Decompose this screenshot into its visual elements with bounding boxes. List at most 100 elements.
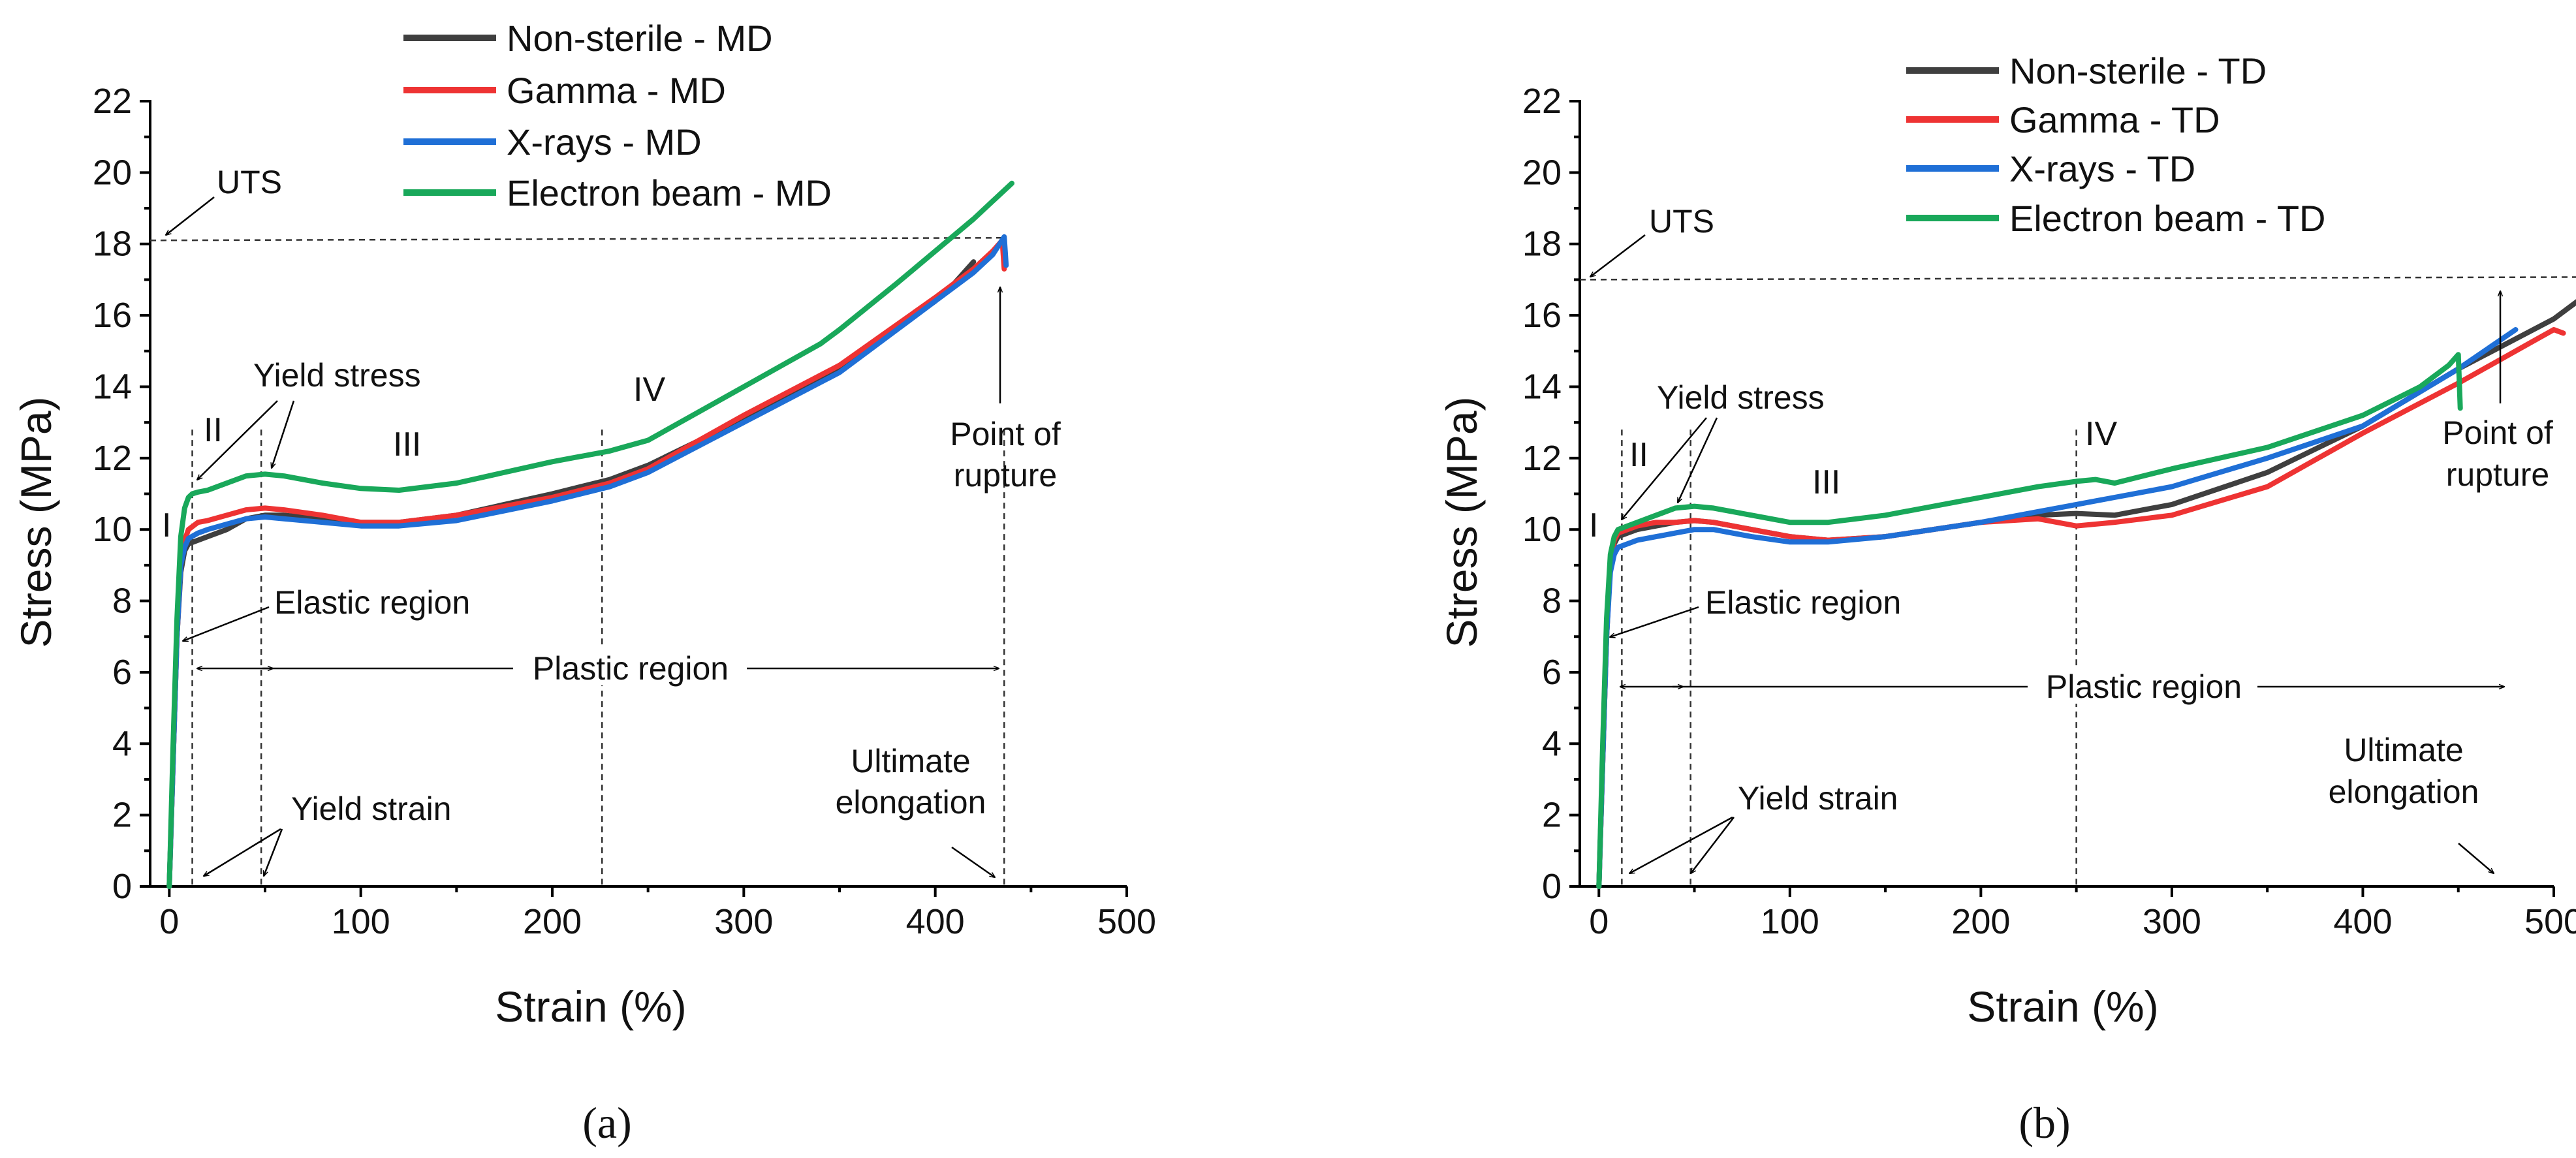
- legend-item-ebeam-td: Electron beam - TD: [1906, 198, 2325, 239]
- panel-b: 0 2 4 6 8 10 12 14 16 18 20 22 0 100 200 300 400 500 Stre…: [1437, 50, 2576, 1148]
- x-tick-label: 0: [159, 902, 179, 941]
- y-tick-label: 4: [112, 724, 132, 763]
- y-tick-label: 10: [1522, 510, 1562, 549]
- region-i-label: I: [162, 507, 171, 544]
- x-tick-label: 200: [523, 902, 582, 941]
- y-tick-label: 0: [1542, 867, 1562, 906]
- y-tick-label: 18: [93, 225, 132, 264]
- panel-b-annotations: UTS Yield stress Elastic region Plastic …: [1589, 203, 2553, 873]
- panel-a: 0 2 4 6 8 10 12 14 16 18 20 22 0 100 200 300 400 500 Stre…: [12, 18, 1156, 1148]
- legend-label-xrays: X-rays - TD: [2009, 148, 2195, 189]
- yield-stress-arrow-1: [197, 400, 278, 480]
- y-tick-label: 20: [1522, 153, 1562, 192]
- ultimate-elongation-label-1: Ultimate: [2344, 732, 2463, 768]
- yield-stress-label: Yield stress: [253, 357, 421, 394]
- series-line-gamma: [166, 238, 1007, 889]
- elastic-region-arrow: [1610, 606, 1699, 637]
- yield-stress-arrow-2: [272, 400, 295, 468]
- panel-b-label: (b): [2018, 1098, 2070, 1148]
- series-line-ebeam: [1596, 352, 2463, 889]
- x-tick-label: 500: [1097, 902, 1156, 941]
- x-tick-label: 100: [332, 902, 390, 941]
- y-tick-label: 22: [93, 82, 132, 121]
- legend-item-xrays-td: X-rays - TD: [1906, 148, 2195, 189]
- y-tick-label: 10: [93, 510, 132, 549]
- region-iv-label: IV: [2085, 415, 2117, 453]
- series-line-xrays: [1596, 327, 2519, 889]
- point-of-rupture-label-2: rupture: [2446, 456, 2549, 493]
- yield-stress-arrow-1: [1622, 417, 1707, 520]
- uts-label: UTS: [217, 164, 282, 200]
- panel-a-legend: Non-sterile - MD Gamma - MD X-rays - MD …: [403, 18, 832, 213]
- x-tick-label: 100: [1761, 902, 1819, 941]
- panel-a-guides: [149, 237, 1005, 886]
- y-tick-label: 20: [93, 153, 132, 192]
- region-iii-label: III: [1812, 463, 1840, 501]
- plastic-region-bg: [2030, 667, 2255, 704]
- ultimate-elongation-label-2: elongation: [2329, 774, 2479, 810]
- x-tick-label: 0: [1589, 902, 1609, 941]
- region-i-label: I: [1589, 507, 1598, 544]
- panel-b-legend: Non-sterile - TD Gamma - TD X-rays - TD …: [1906, 50, 2325, 239]
- legend-label-gamma: Gamma - MD: [507, 70, 726, 111]
- y-tick-label: 4: [1542, 724, 1562, 763]
- x-tick-label: 300: [714, 902, 773, 941]
- x-tick-label: 300: [2143, 902, 2201, 941]
- y-tick-label: 8: [1542, 582, 1562, 621]
- x-tick-label: 400: [906, 902, 965, 941]
- plastic-region-label: Plastic region: [2046, 668, 2242, 705]
- panel-b-axes: 0 2 4 6 8 10 12 14 16 18 20 22 0 100 200 300 400 500: [1522, 82, 2576, 941]
- elastic-region-arrow: [183, 606, 270, 642]
- plastic-region-label: Plastic region: [533, 650, 729, 687]
- uts-arrow: [166, 196, 215, 235]
- x-tick-label: 400: [2333, 902, 2392, 941]
- uts-guide: [1579, 276, 2576, 281]
- y-tick-label: 16: [93, 296, 132, 335]
- panel-b-plot: [1596, 299, 2576, 889]
- panel-a-y-axis-label: Stress (MPa): [12, 396, 60, 648]
- y-tick-label: 8: [112, 582, 132, 621]
- panel-b-x-axis-label: Strain (%): [1967, 982, 2158, 1031]
- y-tick-label: 16: [1522, 296, 1562, 335]
- point-of-rupture-label-1: Point of: [950, 416, 1061, 452]
- legend-label-non-sterile: Non-sterile - TD: [2009, 50, 2267, 91]
- legend-item-ebeam-md: Electron beam - MD: [403, 172, 832, 213]
- yield-stress-label: Yield stress: [1657, 379, 1825, 416]
- panel-a-label: (a): [582, 1098, 631, 1148]
- yield-strain-label: Yield strain: [291, 790, 451, 827]
- legend-label-xrays: X-rays - MD: [507, 121, 702, 163]
- legend-label-ebeam: Electron beam - MD: [507, 172, 832, 213]
- region-iv-label: IV: [633, 371, 665, 409]
- yield-strain-label: Yield strain: [1738, 780, 1898, 817]
- ultimate-elongation-arrow: [2458, 843, 2494, 873]
- uts-guide: [149, 237, 1005, 242]
- legend-label-ebeam: Electron beam - TD: [2009, 198, 2325, 239]
- elastic-region-label: Elastic region: [1705, 584, 1901, 621]
- yield-strain-arrow-2: [1691, 817, 1735, 873]
- y-tick-label: 6: [112, 653, 132, 692]
- y-tick-label: 22: [1522, 82, 1562, 121]
- y-tick-label: 2: [112, 796, 132, 835]
- x-tick-label: 500: [2524, 902, 2576, 941]
- series-line-ebeam: [166, 180, 1014, 889]
- legend-label-non-sterile: Non-sterile - MD: [507, 18, 773, 59]
- y-tick-label: 6: [1542, 653, 1562, 692]
- plastic-region-bg: [516, 649, 744, 685]
- y-tick-label: 2: [1542, 796, 1562, 835]
- ultimate-elongation-arrow: [951, 846, 995, 877]
- y-tick-label: 14: [93, 367, 132, 406]
- yield-strain-arrow-2: [262, 828, 283, 876]
- legend-item-gamma-td: Gamma - TD: [1906, 99, 2220, 140]
- y-tick-label: 14: [1522, 367, 1562, 406]
- panel-a-axes: 0 2 4 6 8 10 12 14 16 18 20 22 0 100 200 300 400 500: [93, 82, 1156, 941]
- elastic-region-label: Elastic region: [274, 584, 470, 621]
- y-tick-label: 0: [112, 867, 132, 906]
- region-iii-label: III: [393, 426, 421, 463]
- point-of-rupture-label-2: rupture: [954, 457, 1057, 493]
- legend-label-gamma: Gamma - TD: [2009, 99, 2220, 140]
- uts-arrow: [1590, 234, 1646, 277]
- region-ii-label: II: [204, 411, 223, 449]
- panel-a-x-axis-label: Strain (%): [495, 982, 686, 1031]
- yield-strain-arrow-1: [204, 828, 281, 876]
